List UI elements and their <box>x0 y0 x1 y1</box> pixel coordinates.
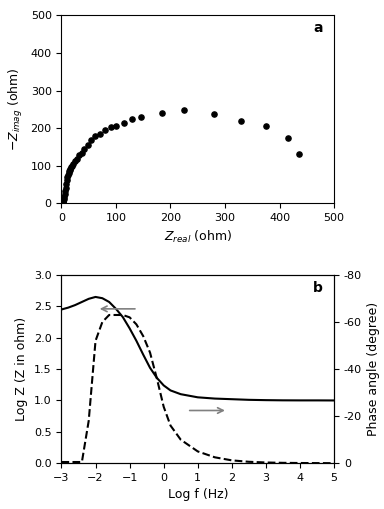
Y-axis label: $-Z_{imag}$ (ohm): $-Z_{imag}$ (ohm) <box>7 68 25 151</box>
Point <box>70 160 76 168</box>
Point <box>74 155 80 163</box>
Point <box>65 171 71 179</box>
Point <box>84 141 91 149</box>
Point <box>67 165 73 173</box>
Point <box>137 113 144 121</box>
Point <box>59 200 65 208</box>
Point <box>59 199 65 207</box>
Point <box>79 149 85 157</box>
Point <box>72 157 78 165</box>
Point <box>113 122 119 130</box>
X-axis label: $Z_{real}$ (ohm): $Z_{real}$ (ohm) <box>164 229 232 245</box>
Point <box>61 195 67 203</box>
Point <box>60 199 66 207</box>
Point <box>63 180 70 188</box>
Point <box>69 162 75 170</box>
Y-axis label: Log Z (Z in ohm): Log Z (Z in ohm) <box>15 317 28 421</box>
Text: a: a <box>314 21 323 35</box>
Point <box>65 169 71 177</box>
X-axis label: Log f (Hz): Log f (Hz) <box>167 489 228 501</box>
Point <box>81 145 88 153</box>
Point <box>285 133 291 142</box>
Y-axis label: Phase angle (degree): Phase angle (degree) <box>367 302 381 436</box>
Point <box>59 199 65 207</box>
Point <box>62 187 68 195</box>
Point <box>88 136 94 145</box>
Point <box>64 176 70 184</box>
Point <box>108 123 114 131</box>
Point <box>60 197 66 205</box>
Point <box>60 196 66 204</box>
Point <box>296 150 302 158</box>
Point <box>96 130 103 138</box>
Point <box>63 184 69 192</box>
Point <box>181 106 187 114</box>
Point <box>238 117 245 125</box>
Point <box>65 173 71 181</box>
Point <box>92 132 98 140</box>
Point <box>61 192 67 201</box>
Point <box>263 122 269 130</box>
Text: b: b <box>313 280 323 295</box>
Point <box>68 163 74 171</box>
Point <box>129 115 136 123</box>
Point <box>60 198 66 206</box>
Point <box>66 166 73 175</box>
Point <box>102 126 108 134</box>
Point <box>211 110 217 118</box>
Point <box>66 167 72 176</box>
Point <box>76 151 82 159</box>
Point <box>159 109 166 117</box>
Point <box>62 190 68 198</box>
Point <box>121 119 127 127</box>
